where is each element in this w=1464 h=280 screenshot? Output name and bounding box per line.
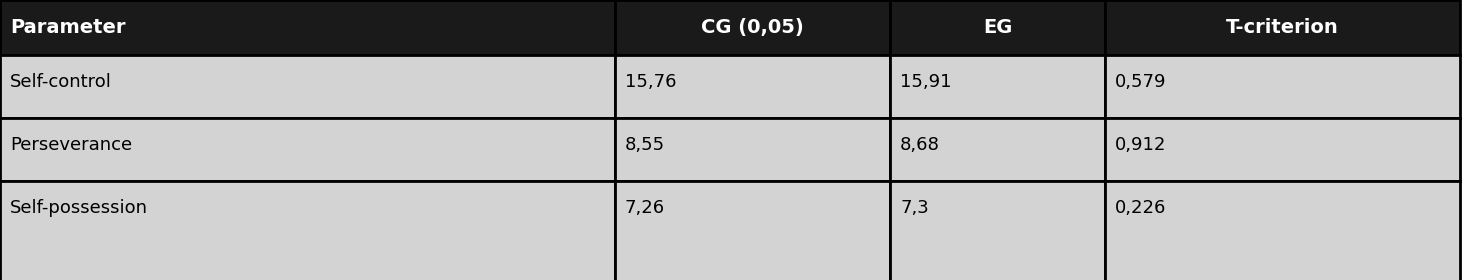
Bar	[890, 118, 1105, 181]
Bar	[615, 55, 890, 118]
Bar	[890, 0, 1105, 55]
Bar	[890, 55, 1105, 118]
Text: 0,912: 0,912	[1116, 136, 1167, 154]
Text: 8,68: 8,68	[900, 136, 940, 154]
Text: Parameter: Parameter	[10, 18, 126, 37]
Text: EG: EG	[982, 18, 1012, 37]
Bar	[615, 181, 890, 280]
Bar	[0, 55, 615, 118]
Text: CG (0,05): CG (0,05)	[701, 18, 804, 37]
Text: 15,76: 15,76	[625, 73, 676, 91]
Text: 7,3: 7,3	[900, 199, 928, 217]
Text: 0,579: 0,579	[1116, 73, 1167, 91]
Text: Self-possession: Self-possession	[10, 199, 148, 217]
Bar	[0, 181, 615, 280]
Bar	[1105, 118, 1460, 181]
Bar	[890, 181, 1105, 280]
Bar	[615, 0, 890, 55]
Bar	[0, 0, 615, 55]
Text: 8,55: 8,55	[625, 136, 665, 154]
Bar	[1105, 0, 1460, 55]
Text: Perseverance: Perseverance	[10, 136, 132, 154]
Bar	[1105, 55, 1460, 118]
Bar	[1105, 181, 1460, 280]
Text: 15,91: 15,91	[900, 73, 952, 91]
Text: Self-control: Self-control	[10, 73, 111, 91]
Text: T-criterion: T-criterion	[1227, 18, 1340, 37]
Bar	[0, 118, 615, 181]
Text: 7,26: 7,26	[625, 199, 665, 217]
Text: 0,226: 0,226	[1116, 199, 1167, 217]
Bar	[615, 118, 890, 181]
